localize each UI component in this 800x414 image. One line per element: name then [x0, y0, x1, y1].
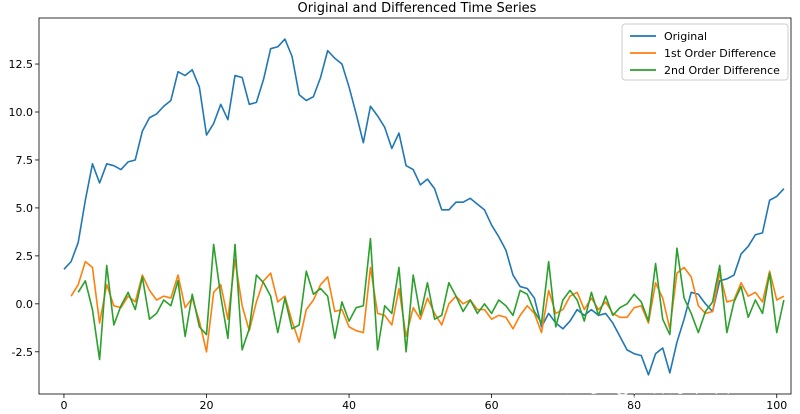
- x-tick-label: 40: [342, 399, 356, 412]
- x-tick-label: 60: [485, 399, 499, 412]
- y-tick-label: 12.5: [9, 58, 34, 71]
- legend-label: 1st Order Difference: [664, 47, 776, 60]
- chart-title: Original and Differenced Time Series: [298, 1, 537, 16]
- y-tick-label: 10.0: [9, 106, 34, 119]
- plot-area: [63, 38, 785, 376]
- x-tick-label: 0: [60, 399, 67, 412]
- axis-ticks: 0 20 40 60 80 100 -2.5 0.0 2.5 5.0 7.5 10.0 12.5: [9, 58, 788, 412]
- series-line-2: [70, 258, 785, 353]
- y-tick-label: -2.5: [12, 346, 33, 359]
- y-tick-label: 2.5: [16, 250, 34, 263]
- watermark-line1: 知乎 @无敌小怪兽Zz: [566, 373, 757, 397]
- y-tick-label: 0.0: [16, 298, 34, 311]
- legend: Original 1st Order Difference 2nd Order Di…: [621, 23, 789, 81]
- legend-label: Original: [664, 30, 707, 43]
- x-tick-label: 80: [627, 399, 641, 412]
- series-line-3: [77, 237, 785, 361]
- watermark: 知乎 @无敌小怪兽Zz CSDN @无敌小怪兽Zz: [566, 373, 757, 408]
- legend-label: 2nd Order Difference: [664, 64, 780, 77]
- legend-box: [621, 23, 789, 81]
- watermark-line2: CSDN @无敌小怪兽Zz: [631, 393, 756, 408]
- plot-frame: [38, 17, 792, 395]
- series-line-1: [63, 38, 785, 376]
- y-tick-label: 7.5: [16, 154, 34, 167]
- x-tick-label: 20: [200, 399, 214, 412]
- x-tick-label: 100: [766, 399, 787, 412]
- y-tick-label: 5.0: [16, 202, 34, 215]
